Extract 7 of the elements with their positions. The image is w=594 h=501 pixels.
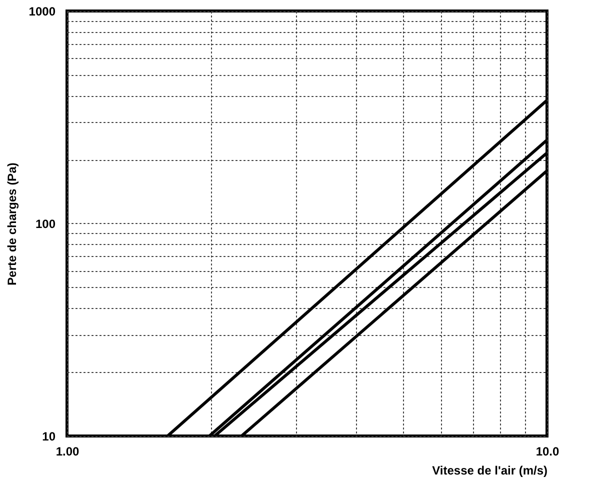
x-axis-title: Vitesse de l'air (m/s)	[432, 464, 548, 478]
y-tick-label: 1000	[28, 4, 56, 18]
x-tick-label: 1.00	[56, 444, 80, 458]
x-tick-label: 10.0	[536, 444, 560, 458]
y-tick-label: 100	[35, 217, 56, 231]
y-axis-title: Perte de charges (Pa)	[4, 162, 19, 286]
y-tick-label: 10	[42, 430, 56, 444]
